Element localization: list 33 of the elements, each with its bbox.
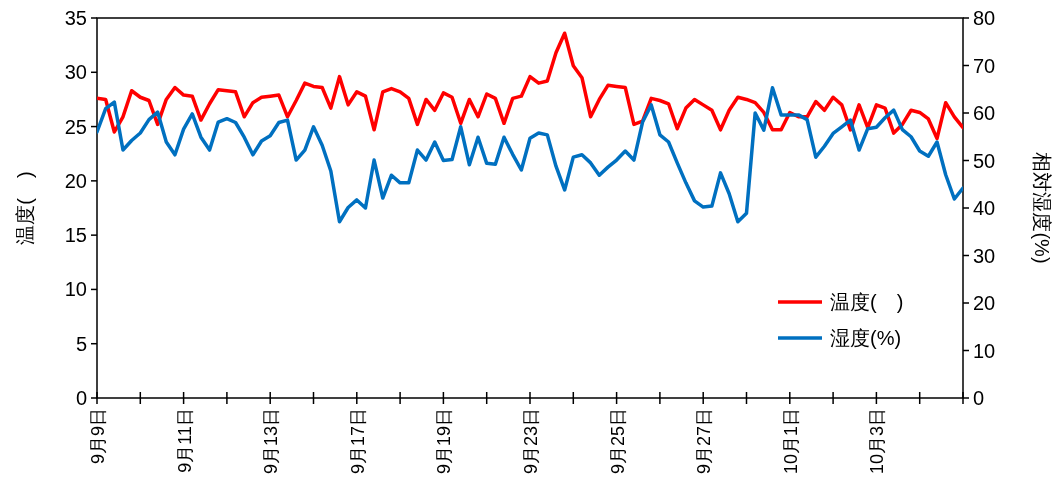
x-tick-label: 9月11日 xyxy=(174,408,195,473)
line-series xyxy=(97,31,963,141)
legend-label: 湿度(%) xyxy=(830,327,902,349)
x-tick-label: 9月13日 xyxy=(261,408,282,475)
y2-tick-label: 30 xyxy=(973,244,996,267)
legend-label: 温度( ) xyxy=(830,291,904,313)
y2-tick-label: 10 xyxy=(973,339,996,362)
x-tick-label: 10月1日 xyxy=(780,408,801,475)
y-tick-label: 0 xyxy=(75,387,87,409)
x-tick-label: 10月3日 xyxy=(867,408,888,475)
y2-tick-label: 40 xyxy=(973,197,996,219)
y2-tick-label: 60 xyxy=(973,102,996,124)
y-tick-label: 20 xyxy=(64,169,87,192)
y-axis-title: 温度( ) xyxy=(14,171,36,245)
y-tick-label: 15 xyxy=(64,224,87,247)
y2-tick-label: 80 xyxy=(973,7,996,29)
y2-tick-label: 70 xyxy=(973,54,996,77)
y2-tick-label: 20 xyxy=(973,292,996,314)
y-tick-label: 35 xyxy=(64,7,87,29)
x-tick-label: 9月19日 xyxy=(434,408,455,475)
x-tick-label: 9月27日 xyxy=(694,408,715,475)
y-tick-label: 30 xyxy=(64,61,87,84)
x-tick-label: 9月23日 xyxy=(521,408,541,475)
y-tick-label: 10 xyxy=(64,278,87,301)
y-tick-label: 25 xyxy=(64,115,87,138)
x-tick-label: 9月17日 xyxy=(347,408,368,475)
y2-axis-title: 相対湿度(%) xyxy=(1031,152,1053,264)
y-tick-label: 5 xyxy=(75,332,87,355)
x-tick-label: 9月9日 xyxy=(88,408,108,465)
x-tick-label: 9月25日 xyxy=(607,408,628,475)
line-series xyxy=(97,86,963,224)
y2-tick-label: 0 xyxy=(973,387,985,409)
y2-tick-label: 50 xyxy=(973,149,996,172)
